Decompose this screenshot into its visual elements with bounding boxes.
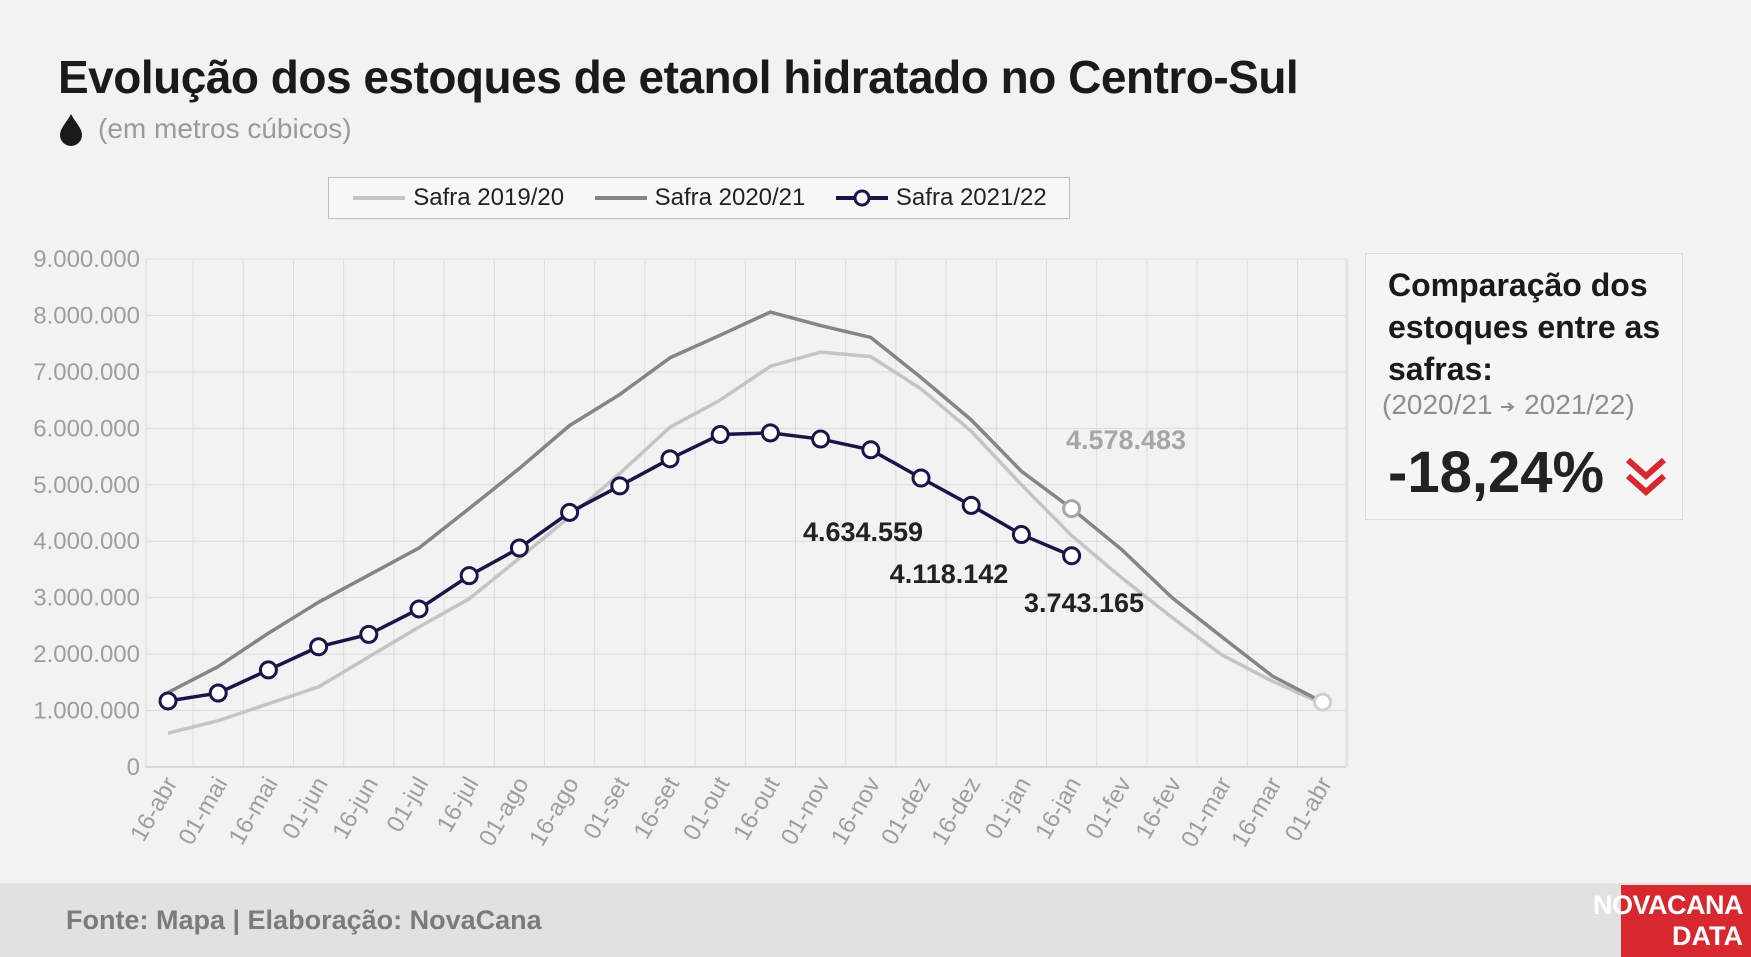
x-tick-label: 01-fev — [1080, 773, 1137, 844]
comparison-panel: Comparação dos estoques entre as safras:… — [1365, 253, 1683, 520]
x-tick-label: 01-jan — [980, 773, 1037, 844]
data-label: 3.743.165 — [1024, 588, 1144, 618]
chart-subtitle: (em metros cúbicos) — [98, 113, 352, 144]
chart-title: Evolução dos estoques de etanol hidratad… — [58, 51, 1299, 103]
chart-legend: Safra 2019/20 Safra 2020/21 Safra 2021/2… — [328, 177, 1070, 219]
legend-label: Safra 2020/21 — [654, 184, 806, 211]
data-point-safra-2021-22 — [861, 440, 881, 460]
data-label: 4.634.559 — [803, 517, 923, 547]
arrow-right-icon — [1501, 401, 1515, 412]
legend-label: Safra 2021/22 — [895, 184, 1047, 211]
data-point-safra-2021-22 — [811, 429, 831, 449]
x-tick-label: 16-jul — [432, 773, 485, 837]
legend-line-swatch — [594, 196, 647, 200]
data-point-safra-2021-22 — [1011, 525, 1031, 545]
x-tick-label: 16-jun — [327, 773, 384, 844]
data-point-safra-2021-22 — [509, 538, 529, 558]
data-point-safra-2021-22 — [409, 599, 429, 619]
data-point-safra-2021-22 — [258, 660, 278, 680]
x-tick-label: 01-dez — [876, 773, 936, 850]
y-tick-label: 7.000.000 — [33, 359, 140, 386]
comparison-title: Comparação dos estoques entre as safras: — [1388, 267, 1661, 387]
data-point-safra-2020-21-end — [1313, 692, 1333, 712]
period-from: (2020/21 — [1382, 389, 1493, 420]
data-point-safra-2021-22 — [208, 683, 228, 703]
data-point-safra-2021-22 — [1062, 546, 1082, 566]
legend-item-safra-2019-20: Safra 2019/20 — [351, 184, 564, 212]
y-tick-label: 4.000.000 — [33, 528, 140, 555]
x-tick-label: 16-set — [628, 772, 685, 844]
data-point-safra-2021-22 — [158, 691, 178, 711]
x-tick-label: 01-jun — [277, 773, 334, 844]
x-tick-label: 01-jul — [381, 773, 434, 837]
x-tick-label: 16-ago — [524, 773, 585, 851]
legend-item-safra-2020-21: Safra 2020/21 — [593, 184, 806, 212]
data-point-safra-2021-22 — [309, 637, 329, 657]
x-tick-label: 16-jan — [1030, 773, 1087, 844]
line-chart: 0 1.000.000 2.000.000 3.000.000 4.000.000 5.0… — [33, 246, 1349, 852]
y-tick-label: 3.000.000 — [33, 585, 140, 612]
x-tick-label: 16-mai — [224, 773, 284, 850]
novacana-data-logo: NOVACANA DATA — [1593, 885, 1751, 957]
x-tick-label: 01-mai — [173, 773, 233, 850]
legend-marker-swatch — [835, 189, 888, 207]
x-tick-label: 01-set — [578, 772, 635, 844]
water-drop-icon — [60, 114, 82, 146]
x-tick-label: 16-nov — [826, 773, 886, 850]
x-tick-label: 16-mar — [1226, 773, 1287, 852]
period-to: 2021/22) — [1524, 389, 1635, 420]
data-point-safra-2021-22 — [660, 449, 680, 469]
data-point-safra-2021-22 — [560, 502, 580, 522]
comparison-periods: (2020/21 2021/22) — [1382, 389, 1635, 421]
data-point-safra-2021-22 — [911, 468, 931, 488]
data-point-safra-2021-22 — [610, 476, 630, 496]
data-point-safra-2021-22 — [359, 624, 379, 644]
comparison-percentage: -18,24% — [1388, 440, 1605, 505]
data-point-safra-2021-22 — [760, 423, 780, 443]
logo-line-2: DATA — [1672, 921, 1743, 951]
logo-line-1: NOVACANA — [1593, 890, 1744, 920]
x-tick-label: 16-dez — [926, 772, 986, 849]
x-tick-label: 01-out — [678, 772, 736, 845]
legend-label: Safra 2019/20 — [413, 184, 565, 211]
x-tick-label: 01-nov — [776, 773, 836, 850]
data-point-safra-2020-21-highlight — [1062, 499, 1082, 519]
y-tick-label: 6.000.000 — [33, 415, 140, 442]
footer-bar: Fonte: Mapa | Elaboração: NovaCana — [0, 883, 1751, 957]
legend-line-swatch — [353, 196, 406, 200]
double-chevron-down-icon — [1626, 457, 1666, 497]
y-tick-label: 9.000.000 — [33, 246, 140, 273]
series-line-safra-2019-20 — [167, 350, 1324, 735]
data-point-safra-2021-22 — [459, 566, 479, 586]
x-tick-label: 01-abr — [1280, 772, 1338, 846]
y-tick-label: 2.000.000 — [33, 641, 140, 668]
series-line-safra-2020-21 — [167, 310, 1324, 704]
legend-item-safra-2021-22: Safra 2021/22 — [834, 184, 1047, 212]
y-tick-label: 8.000.000 — [33, 302, 140, 329]
plot-area — [145, 258, 1347, 768]
y-tick-label: 1.000.000 — [33, 698, 140, 725]
y-tick-label: 5.000.000 — [33, 472, 140, 499]
data-label: 4.578.483 — [1066, 425, 1186, 455]
data-label: 4.118.142 — [890, 559, 1009, 589]
subtitle-row: (em metros cúbicos) — [58, 112, 352, 146]
y-tick-label: 0 — [127, 754, 140, 781]
data-point-safra-2021-22 — [710, 425, 730, 445]
source-credit: Fonte: Mapa | Elaboração: NovaCana — [66, 905, 542, 935]
data-point-safra-2021-22 — [961, 495, 981, 515]
